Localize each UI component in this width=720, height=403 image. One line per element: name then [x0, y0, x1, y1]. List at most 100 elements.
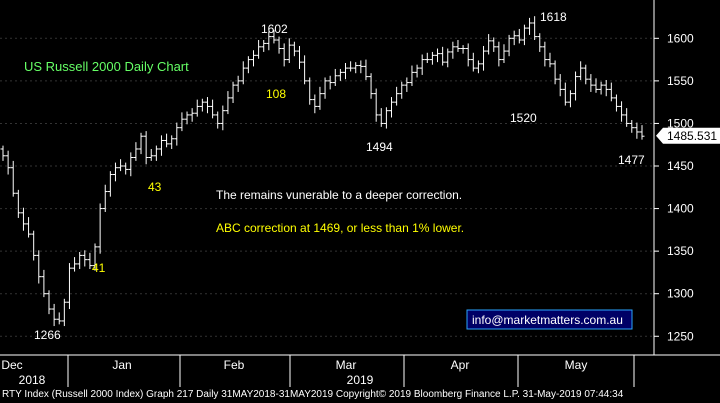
price-bar: [460, 45, 466, 54]
price-bar: [435, 48, 441, 63]
price-bar: [373, 88, 379, 122]
price-bar: [56, 312, 62, 325]
price-bar: [348, 61, 354, 72]
price-bar: [158, 135, 164, 156]
price-bar: [97, 203, 103, 254]
price-bar: [501, 44, 507, 63]
price-bar: [317, 86, 323, 110]
price-bar: [66, 263, 72, 310]
price-bar: [455, 40, 461, 52]
price-bar: [404, 77, 410, 92]
x-tick-label: Dec: [1, 358, 22, 372]
price-bar: [215, 111, 221, 129]
price-bar: [532, 16, 538, 41]
price-bar: [92, 243, 98, 271]
price-bar: [61, 298, 67, 327]
price-bar: [261, 40, 267, 52]
last-price-marker: [656, 127, 720, 144]
price-bar: [537, 33, 543, 52]
price-bar: [624, 108, 630, 127]
price-bar: [419, 54, 425, 75]
price-bar: [184, 111, 190, 125]
annotation-1266: 1266: [34, 328, 61, 342]
price-bar: [327, 75, 333, 90]
price-bar: [20, 207, 26, 231]
price-bar: [613, 94, 619, 112]
price-bar: [598, 81, 604, 95]
price-bar: [440, 46, 446, 66]
watermark-email: info@marketmatters.com.au: [472, 313, 623, 327]
price-bar: [112, 162, 118, 182]
price-bar: [389, 97, 395, 118]
price-bar: [179, 112, 185, 132]
price-bar: [169, 135, 175, 149]
price-bar: [204, 97, 210, 114]
annotation-1477: 1477: [618, 153, 645, 167]
price-bar: [481, 45, 487, 71]
price-bar: [322, 77, 328, 99]
footer-source: RTY Index (Russell 2000 Index) Graph 217…: [0, 387, 720, 403]
price-bar: [368, 73, 374, 99]
annotation-1618: 1618: [540, 10, 567, 24]
price-bar: [36, 250, 42, 284]
price-bars: [0, 16, 645, 327]
x-axis: Dec Jan Feb Mar Apr May 2018 2019: [0, 354, 720, 387]
annotation-1520: 1520: [510, 111, 537, 125]
price-bar: [634, 122, 640, 139]
price-bar: [31, 230, 37, 261]
price-bar: [394, 86, 400, 106]
price-bar: [332, 68, 338, 86]
price-bar: [378, 108, 384, 127]
price-bar: [619, 101, 625, 122]
y-tick-label: 1350: [667, 244, 694, 258]
price-bar: [470, 52, 476, 72]
price-bar: [41, 269, 47, 298]
price-bar: [271, 29, 277, 44]
x-tick-label: Feb: [224, 358, 245, 372]
annotation-41: 41: [92, 261, 106, 275]
price-bar: [0, 145, 6, 161]
price-bar: [603, 80, 609, 97]
price-bar: [583, 64, 589, 85]
last-price-label: 1485.531: [667, 129, 717, 143]
y-tick-label: 1550: [667, 74, 694, 88]
price-bar: [153, 145, 159, 161]
price-bar: [286, 38, 292, 63]
price-bar: [102, 184, 108, 212]
price-bar: [143, 131, 149, 165]
price-bar: [547, 52, 553, 68]
price-bar: [82, 250, 88, 267]
price-bar: [302, 55, 308, 85]
price-bar: [235, 75, 241, 92]
price-bar: [557, 74, 563, 97]
y-tick-label: 1250: [667, 329, 694, 343]
price-bar: [210, 99, 216, 119]
price-bar: [256, 40, 262, 59]
y-tick-label: 1500: [667, 116, 694, 130]
watermark-box: [466, 309, 633, 330]
price-bar: [281, 43, 287, 67]
price-bar: [26, 217, 32, 238]
annotation-108: 108: [266, 87, 286, 101]
price-bar: [266, 31, 272, 51]
russell-2000-chart: 1250 1300 1350 1400 1450 1500 1550 1600 Dec Jan F…: [0, 0, 720, 387]
price-bar: [450, 41, 456, 59]
price-bar: [516, 28, 522, 44]
price-bar: [475, 60, 481, 74]
price-bar: [527, 17, 533, 35]
price-bar: [409, 65, 415, 86]
price-bar: [123, 162, 129, 175]
x-tick-label: Jan: [112, 358, 131, 372]
price-bar: [72, 257, 78, 272]
y-tick-label: 1300: [667, 287, 694, 301]
x-tick-label: Mar: [336, 358, 357, 372]
price-bar: [358, 60, 364, 74]
price-bar: [174, 122, 180, 146]
price-bar: [486, 34, 492, 55]
price-bar: [107, 171, 113, 197]
price-bar: [542, 41, 548, 67]
price-bar: [608, 82, 614, 102]
commentary-line-1: The remains vunerable to a deeper correc…: [216, 188, 462, 202]
price-bar: [353, 62, 359, 74]
last-price-tag: 1485.531: [656, 127, 720, 144]
